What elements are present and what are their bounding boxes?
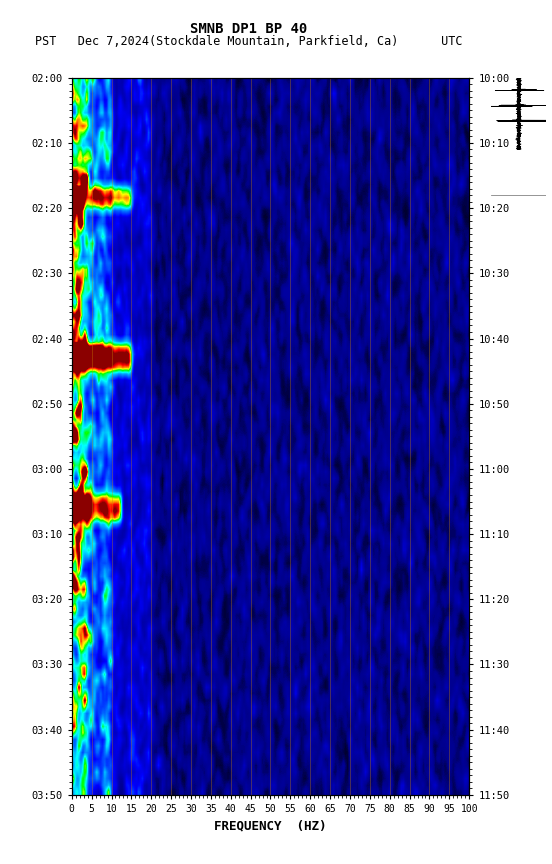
- Text: PST   Dec 7,2024(Stockdale Mountain, Parkfield, Ca)      UTC: PST Dec 7,2024(Stockdale Mountain, Parkf…: [35, 35, 462, 48]
- Text: SMNB DP1 BP 40: SMNB DP1 BP 40: [190, 22, 307, 35]
- X-axis label: FREQUENCY  (HZ): FREQUENCY (HZ): [214, 819, 327, 832]
